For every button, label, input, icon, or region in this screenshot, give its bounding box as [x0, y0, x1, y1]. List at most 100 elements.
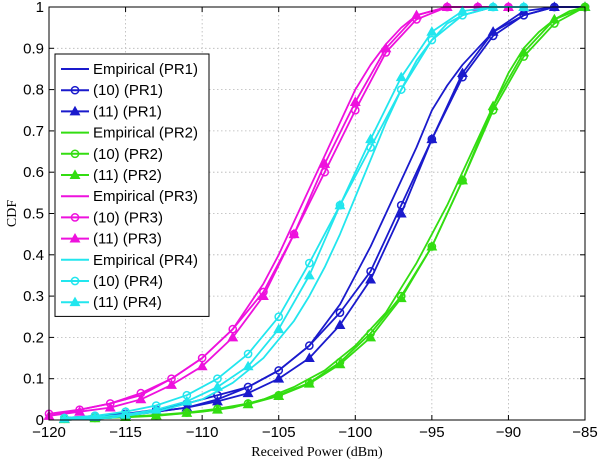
legend-label: (10) (PR1) — [93, 82, 163, 99]
legend-marker — [70, 85, 80, 95]
x-tick-label: −120 — [32, 424, 66, 441]
data-point — [395, 292, 407, 303]
series-pr3-empirical — [48, 6, 463, 417]
y-tick-label: 0.5 — [23, 206, 44, 223]
y-tick-label: 0.4 — [23, 247, 44, 264]
data-point — [487, 1, 499, 11]
data-point — [335, 308, 345, 317]
y-tick-label: 0.7 — [23, 123, 44, 140]
data-point — [487, 100, 499, 111]
data-point — [242, 360, 254, 371]
data-point — [380, 42, 392, 53]
legend-entry: Empirical (PR3) — [61, 188, 198, 205]
data-point — [227, 331, 239, 342]
data-point — [518, 1, 530, 11]
data-point — [334, 358, 346, 369]
legend-marker — [70, 213, 80, 222]
legend-entry: (10) (PR1) — [61, 82, 163, 99]
data-point — [104, 402, 116, 412]
y-tick-label: 0.8 — [23, 82, 44, 99]
y-tick-label: 0 — [36, 412, 44, 429]
y-tick-label: 0.9 — [23, 40, 44, 57]
series-pr1-empirical — [64, 6, 585, 421]
y-tick-label: 0.1 — [23, 371, 44, 388]
legend-entry: (11) (PR4) — [61, 294, 162, 311]
series-line — [48, 6, 509, 415]
data-point — [441, 1, 453, 11]
data-point — [303, 269, 315, 280]
legend-label: Empirical (PR2) — [93, 125, 198, 142]
legend-label: Empirical (PR4) — [93, 252, 198, 269]
data-point — [457, 174, 468, 185]
data-point — [181, 407, 193, 417]
data-point — [548, 13, 560, 24]
legend-marker — [69, 296, 81, 307]
data-point — [211, 381, 223, 391]
data-point — [150, 404, 162, 414]
data-point — [150, 409, 162, 420]
data-point — [349, 96, 361, 106]
data-point — [426, 26, 438, 36]
data-point — [243, 349, 253, 359]
legend-label: Empirical (PR1) — [93, 61, 198, 78]
legend-label: (10) (PR3) — [93, 209, 163, 226]
data-point — [74, 406, 86, 416]
data-point — [211, 404, 223, 414]
data-point — [196, 360, 208, 371]
series-pr4-triangle — [58, 1, 530, 423]
data-point — [365, 331, 377, 342]
legend-label: (11) (PR1) — [93, 103, 162, 120]
data-point — [395, 71, 407, 82]
data-point — [166, 379, 177, 389]
data-point — [274, 312, 284, 322]
x-tick-label: −90 — [496, 424, 521, 441]
legend-box — [54, 53, 210, 317]
data-point — [487, 26, 499, 36]
data-point — [334, 319, 346, 329]
legend-marker — [69, 232, 81, 243]
legend-marker — [70, 149, 80, 159]
data-point — [518, 46, 530, 57]
axes: −120 −115 −110 −105 −100 −95 −90 −85 0 0.1 0.2 0.3 0… — [23, 0, 598, 441]
data-point — [242, 387, 254, 398]
legend-entry: Empirical (PR1) — [61, 61, 198, 78]
legend-entry: (11) (PR1) — [61, 103, 162, 120]
x-tick-label: −85 — [572, 424, 597, 441]
legend-label: (11) (PR2) — [93, 167, 162, 184]
legend-entry: (10) (PR4) — [61, 273, 163, 290]
data-point — [304, 341, 314, 351]
data-point — [396, 85, 406, 94]
legend-label: (10) (PR2) — [93, 146, 163, 163]
data-point — [135, 393, 147, 404]
data-point — [548, 1, 560, 11]
legend-label: (11) (PR4) — [93, 294, 162, 311]
series-line — [64, 6, 586, 421]
x-tick-label: −115 — [109, 424, 142, 441]
data-point — [288, 228, 300, 239]
series-line — [64, 6, 524, 420]
legend-entry: (11) (PR2) — [61, 167, 162, 184]
data-point — [273, 323, 285, 334]
y-tick-label: 0.2 — [23, 329, 44, 346]
data-point — [365, 273, 377, 284]
x-tick-label: −110 — [186, 424, 219, 441]
y-tick-label: 0.3 — [23, 288, 44, 305]
series-line — [48, 6, 463, 417]
legend-label: (11) (PR3) — [93, 231, 162, 248]
data-point — [257, 290, 269, 301]
data-point — [181, 395, 193, 406]
data-point — [457, 5, 468, 16]
series-line — [64, 6, 494, 421]
data-point — [334, 199, 346, 210]
legend: Empirical (PR1) (10) (PR1) (11) (PR1) Empir… — [54, 53, 210, 317]
x-tick-label: −95 — [419, 424, 444, 441]
legend-entry: Empirical (PR2) — [61, 125, 198, 142]
data-point — [303, 352, 315, 362]
data-point — [303, 378, 315, 388]
legend-label: (10) (PR4) — [93, 273, 163, 290]
legend-entry: (10) (PR2) — [61, 146, 163, 163]
data-point — [242, 398, 254, 409]
data-point — [427, 35, 437, 45]
x-axis-label: Received Power (dBm) — [251, 445, 383, 460]
